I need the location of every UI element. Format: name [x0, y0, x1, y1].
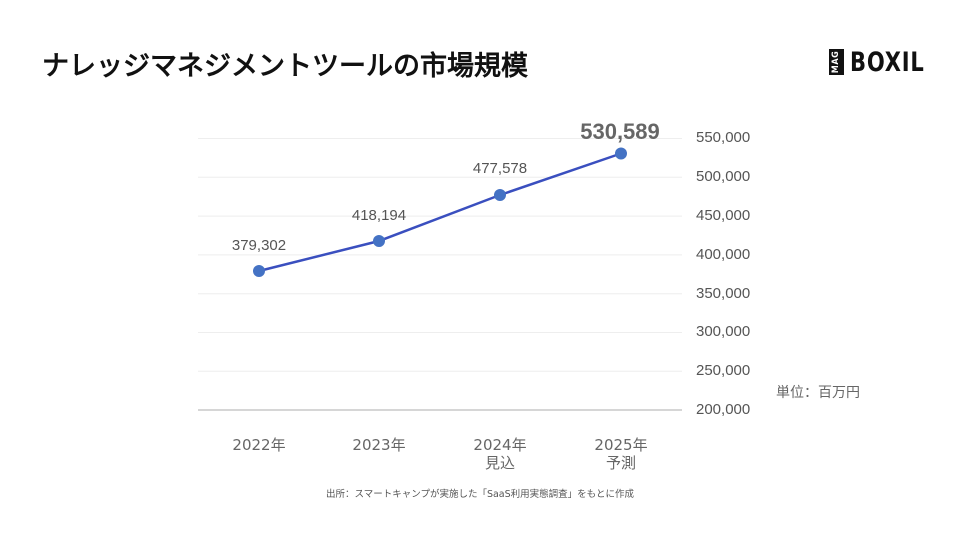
mag-badge: MAG [829, 49, 844, 75]
y-tick-450000: 450,000 [696, 207, 751, 224]
x-label-2023: 2023年 [352, 436, 406, 454]
y-tick-350000: 350,000 [696, 285, 751, 302]
y-tick-200000: 200,000 [696, 401, 751, 418]
x-label-2024: 2024年 見込 [473, 436, 527, 472]
logo-wordmark: BOXIL [850, 46, 925, 78]
data-label-2022: 379,302 [231, 237, 287, 254]
y-tick-550000: 550,000 [696, 129, 751, 146]
y-tick-250000: 250,000 [696, 362, 751, 379]
series-line [258, 152, 622, 273]
y-tick-500000: 500,000 [696, 168, 751, 185]
x-label-2025: 2025年 予測 [594, 436, 648, 472]
y-tick-300000: 300,000 [696, 323, 751, 340]
page-title: ナレッジマネジメントツールの市場規模 [42, 51, 528, 82]
data-markers [253, 147, 627, 277]
x-label-2022: 2022年 [232, 436, 286, 454]
source-note: 出所：スマートキャンプが実施した「SaaS利用実態調査」をもとに作成 [326, 489, 634, 500]
data-label-2024: 477,578 [472, 160, 528, 177]
data-label-2025-highlight: 530,589 [580, 119, 660, 144]
boxil-mag-logo: MAG BOXIL [829, 46, 946, 78]
data-label-2023: 418,194 [351, 207, 407, 224]
unit-label: 単位：百万円 [776, 385, 860, 401]
gridlines [198, 138, 682, 372]
y-tick-400000: 400,000 [696, 246, 751, 263]
